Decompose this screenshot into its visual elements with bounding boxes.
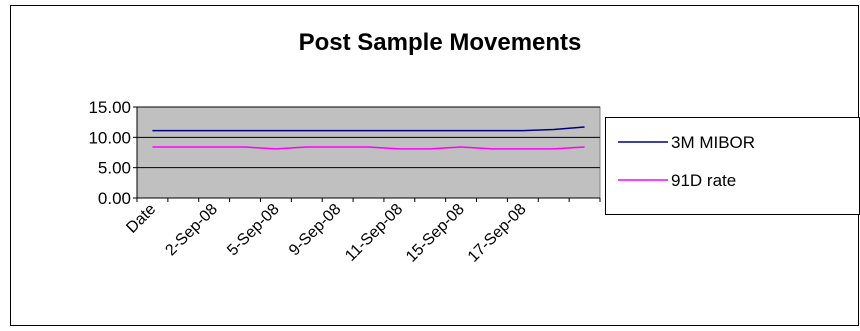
- y-tick-label: 15.00: [88, 98, 131, 117]
- series-line: [152, 146, 585, 150]
- y-tick-label: 5.00: [98, 159, 131, 178]
- legend-label: 3M MIBOR: [671, 133, 755, 152]
- y-tick-label: 10.00: [88, 128, 131, 147]
- legend-label: 91D rate: [671, 171, 736, 190]
- plot-area: [136, 106, 601, 199]
- chart-title: Post Sample Movements: [299, 29, 582, 56]
- legend-box: [605, 117, 860, 215]
- series-line: [152, 126, 585, 132]
- y-tick-label: 0.00: [98, 189, 131, 208]
